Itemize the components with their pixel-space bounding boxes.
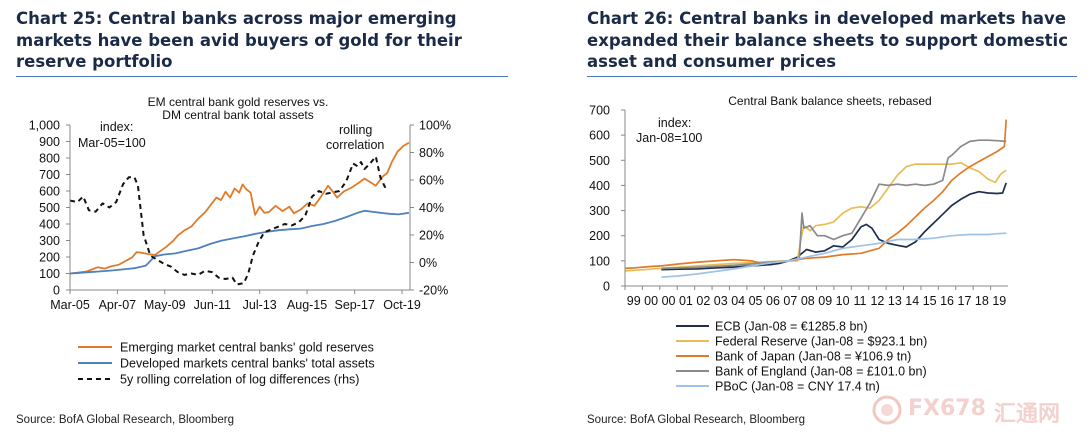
right-index-annotation: index: (658, 116, 691, 130)
left-index-annotation: index: (100, 120, 133, 134)
right-x-tick-label: 05 (749, 294, 763, 308)
right-x-tick-label: 03 (714, 294, 728, 308)
right-title-rule (587, 76, 1077, 77)
left-y2-tick-label: 20% (419, 229, 444, 243)
left-y-tick-label: 300 (39, 234, 60, 248)
left-series-emerging-market-central-banks-gold-reserves (69, 141, 410, 275)
right-y-tick-label: 300 (589, 204, 610, 218)
left-y-tick-label: 400 (39, 218, 60, 232)
left-y2-tick-label: 60% (419, 174, 444, 188)
right-x-tick-label: 14 (905, 294, 919, 308)
right-index-annotation: Jan-08=100 (636, 131, 702, 145)
right-x-tick-label: 00 (662, 294, 676, 308)
right-x-tick-label: 08 (801, 294, 815, 308)
left-rolling-annotation: correlation (326, 138, 384, 152)
right-x-tick-label: 15 (923, 294, 937, 308)
watermark: FX678 汇通网 (872, 392, 1086, 428)
right-legend-label: Bank of Japan (Jan-08 = ¥106.9 tn) (715, 350, 911, 364)
right-chart: Central Bank balance sheets, rebased inde… (589, 94, 1008, 394)
right-chart-title: Chart 26: Central banks in developed mar… (587, 9, 1068, 71)
right-x-tick-label: 18 (975, 294, 989, 308)
right-x-tick-label: 07 (783, 294, 797, 308)
right-y-tick-label: 600 (589, 129, 610, 143)
right-x-tick-label: 17 (958, 294, 972, 308)
left-plot-title-line: DM central bank total assets (162, 108, 313, 122)
left-index-annotation: Mar-05=100 (78, 136, 146, 150)
left-legend-label: Emerging market central banks' gold rese… (120, 341, 374, 355)
left-chart: EM central bank gold reserves vs.DM cent… (29, 95, 451, 387)
watermark-text-cn: 汇通网 (994, 402, 1061, 427)
left-x-tick-label: Mar-05 (50, 298, 90, 312)
right-x-tick-label: 09 (818, 294, 832, 308)
left-plot-title-line: EM central bank gold reserves vs. (148, 95, 329, 109)
left-x-tick-label: Oct-19 (383, 298, 421, 312)
left-y-tick-label: 100 (39, 267, 60, 281)
left-y2-tick-label: -20% (419, 284, 448, 298)
left-x-tick-label: Jul-13 (243, 298, 277, 312)
right-series-federal-reserve-jan-08-923-1-bn (624, 161, 1007, 272)
watermark-text: FX678 (908, 396, 986, 421)
right-y-tick-label: 0 (603, 280, 610, 294)
right-x-tick-label: 11 (854, 294, 867, 308)
left-rolling-annotation: rolling (339, 123, 372, 137)
right-series-pboc-jan-08-cny-17-4-tn (661, 232, 1007, 279)
right-x-tick-label: 13 (888, 294, 902, 308)
right-x-tick-label: 04 (731, 294, 745, 308)
left-y-tick-label: 500 (39, 201, 60, 215)
left-y2-tick-label: 100% (419, 119, 451, 133)
left-series-developed-markets-central-banks-total-assets (69, 209, 410, 275)
left-x-tick-label: Apr-07 (99, 298, 137, 312)
right-x-tick-label: 00 (644, 294, 658, 308)
left-y-tick-label: 1,000 (29, 119, 60, 133)
right-y-tick-label: 700 (589, 104, 610, 118)
left-y2-tick-label: 0% (419, 256, 437, 270)
right-x-tick-label: 16 (940, 294, 954, 308)
left-x-tick-label: Sep-17 (335, 298, 375, 312)
right-y-tick-label: 400 (589, 179, 610, 193)
right-x-tick-label: 99 (627, 294, 641, 308)
right-source: Source: BofA Global Research, Bloomberg (587, 414, 805, 426)
right-x-tick-label: 10 (836, 294, 850, 308)
left-source: Source: BofA Global Research, Bloomberg (16, 414, 234, 426)
right-x-tick-label: 19 (992, 294, 1006, 308)
right-x-tick-label: 06 (766, 294, 780, 308)
right-legend-label: PBoC (Jan-08 = CNY 17.4 tn) (715, 380, 880, 394)
left-legend-label: 5y rolling correlation of log difference… (120, 373, 359, 387)
left-title-rule (16, 76, 508, 77)
right-x-tick-label: 01 (679, 294, 693, 308)
right-legend-label: Federal Reserve (Jan-08 = $923.1 bn) (715, 335, 927, 349)
left-y-tick-label: 600 (39, 185, 60, 199)
left-y2-tick-label: 40% (419, 201, 444, 215)
left-y2-tick-label: 80% (419, 146, 444, 160)
right-plot-title: Central Bank balance sheets, rebased (728, 94, 931, 108)
right-x-tick-label: 12 (870, 294, 884, 308)
left-x-tick-label: Aug-15 (287, 298, 327, 312)
right-y-tick-label: 500 (589, 154, 610, 168)
left-x-tick-label: May-09 (144, 298, 186, 312)
right-y-tick-label: 100 (589, 254, 610, 268)
right-legend-label: Bank of England (Jan-08 = £101.0 bn) (715, 365, 927, 379)
watermark-logo-icon (872, 395, 902, 425)
left-y-tick-label: 900 (39, 135, 60, 149)
left-y-tick-label: 800 (39, 152, 60, 166)
right-legend-label: ECB (Jan-08 = €1285.8 bn) (715, 320, 868, 334)
right-series-bank-of-england-jan-08-101-0-bn (661, 139, 1007, 270)
right-y-tick-label: 200 (589, 229, 610, 243)
right-x-tick-label: 02 (696, 294, 710, 308)
left-y-tick-label: 200 (39, 251, 60, 265)
left-y-tick-label: 700 (39, 168, 60, 182)
right-series-ecb-jan-08-1285-8-bn (661, 182, 1008, 271)
left-legend-label: Developed markets central banks' total a… (120, 357, 375, 371)
right-series-bank-of-japan-jan-08-106-9-tn (624, 119, 1008, 270)
left-x-tick-label: Jun-11 (194, 298, 231, 312)
left-chart-title: Chart 25: Central banks across major eme… (16, 9, 462, 71)
left-y-tick-label: 0 (53, 284, 60, 298)
